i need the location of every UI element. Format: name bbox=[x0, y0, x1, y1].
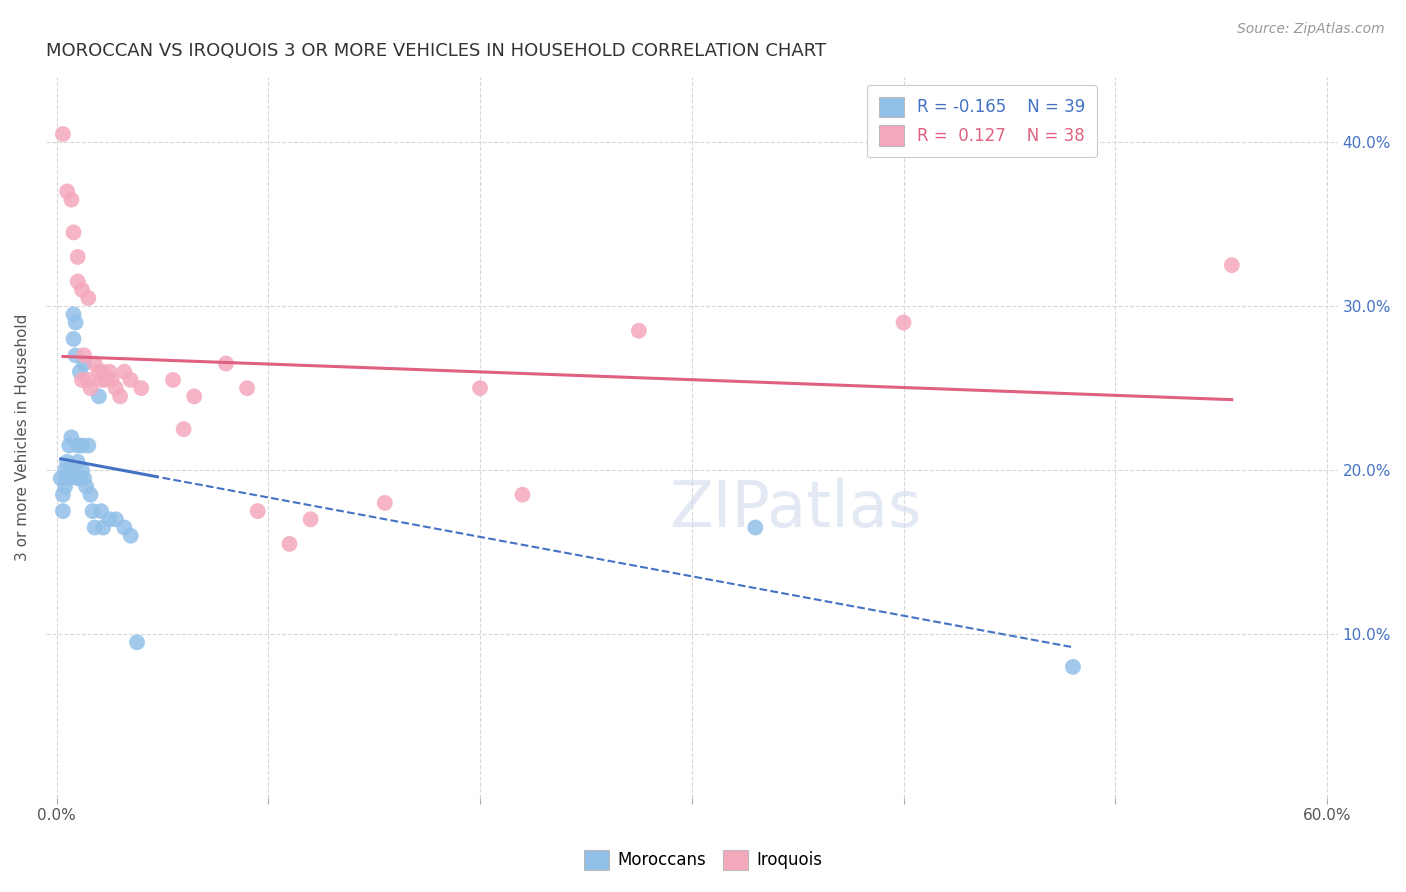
Point bbox=[66, 455, 89, 469]
Point bbox=[83, 357, 105, 371]
Point bbox=[1220, 258, 1243, 272]
Point bbox=[87, 389, 110, 403]
Point bbox=[744, 520, 766, 534]
Point bbox=[1062, 660, 1084, 674]
Point bbox=[66, 275, 89, 289]
Text: Source: ZipAtlas.com: Source: ZipAtlas.com bbox=[1237, 22, 1385, 37]
Legend: Moroccans, Iroquois: Moroccans, Iroquois bbox=[578, 843, 828, 877]
Point bbox=[215, 357, 238, 371]
Point bbox=[62, 307, 84, 321]
Point bbox=[79, 488, 101, 502]
Point bbox=[66, 471, 89, 485]
Point bbox=[246, 504, 269, 518]
Point bbox=[98, 365, 121, 379]
Text: ZIPatlas: ZIPatlas bbox=[669, 478, 921, 541]
Point bbox=[77, 438, 100, 452]
Point bbox=[129, 381, 152, 395]
Point bbox=[83, 520, 105, 534]
Point bbox=[627, 324, 650, 338]
Point bbox=[66, 438, 89, 452]
Point bbox=[56, 455, 79, 469]
Point bbox=[53, 479, 76, 493]
Point bbox=[374, 496, 396, 510]
Point bbox=[104, 381, 127, 395]
Point bbox=[53, 463, 76, 477]
Point bbox=[77, 373, 100, 387]
Point bbox=[73, 471, 96, 485]
Legend: R = -0.165    N = 39, R =  0.127    N = 38: R = -0.165 N = 39, R = 0.127 N = 38 bbox=[868, 85, 1097, 157]
Point bbox=[183, 389, 205, 403]
Point bbox=[893, 316, 915, 330]
Point bbox=[173, 422, 195, 436]
Point bbox=[120, 373, 142, 387]
Point bbox=[162, 373, 184, 387]
Point bbox=[58, 438, 80, 452]
Point bbox=[120, 529, 142, 543]
Point bbox=[52, 488, 75, 502]
Point bbox=[125, 635, 148, 649]
Point bbox=[52, 127, 75, 141]
Point bbox=[69, 365, 91, 379]
Point bbox=[73, 348, 96, 362]
Point bbox=[49, 471, 72, 485]
Point bbox=[70, 373, 93, 387]
Point bbox=[62, 225, 84, 239]
Point bbox=[79, 381, 101, 395]
Point bbox=[87, 365, 110, 379]
Point bbox=[299, 512, 322, 526]
Point bbox=[52, 504, 75, 518]
Point bbox=[91, 365, 114, 379]
Point bbox=[91, 520, 114, 534]
Point bbox=[58, 471, 80, 485]
Point bbox=[100, 373, 122, 387]
Point bbox=[468, 381, 491, 395]
Point bbox=[75, 479, 97, 493]
Point bbox=[90, 504, 112, 518]
Point bbox=[278, 537, 301, 551]
Point bbox=[56, 185, 79, 199]
Point bbox=[90, 373, 112, 387]
Point bbox=[112, 365, 135, 379]
Point bbox=[108, 389, 131, 403]
Point bbox=[70, 463, 93, 477]
Text: MOROCCAN VS IROQUOIS 3 OR MORE VEHICLES IN HOUSEHOLD CORRELATION CHART: MOROCCAN VS IROQUOIS 3 OR MORE VEHICLES … bbox=[46, 42, 827, 60]
Point bbox=[70, 283, 93, 297]
Point bbox=[60, 430, 83, 444]
Point bbox=[60, 463, 83, 477]
Point bbox=[65, 316, 87, 330]
Point bbox=[62, 332, 84, 346]
Point bbox=[98, 512, 121, 526]
Point bbox=[236, 381, 259, 395]
Point bbox=[56, 471, 79, 485]
Point bbox=[77, 291, 100, 305]
Point bbox=[82, 504, 104, 518]
Point bbox=[112, 520, 135, 534]
Point bbox=[65, 348, 87, 362]
Point bbox=[94, 373, 117, 387]
Point bbox=[512, 488, 534, 502]
Point bbox=[60, 193, 83, 207]
Point bbox=[69, 471, 91, 485]
Point bbox=[104, 512, 127, 526]
Point bbox=[70, 438, 93, 452]
Y-axis label: 3 or more Vehicles in Household: 3 or more Vehicles in Household bbox=[15, 314, 30, 561]
Point bbox=[73, 357, 96, 371]
Point bbox=[66, 250, 89, 264]
